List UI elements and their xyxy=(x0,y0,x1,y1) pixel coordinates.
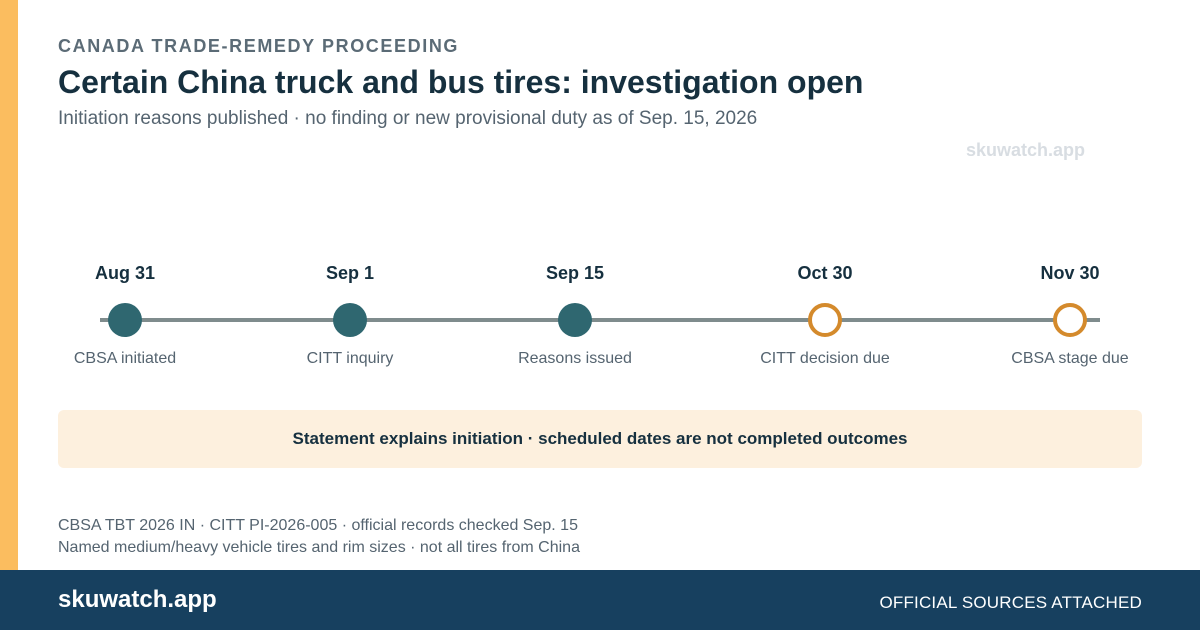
footer-brand: skuwatch.app xyxy=(58,586,217,613)
milestone-date: Oct 30 xyxy=(797,263,853,283)
watermark: skuwatch.app xyxy=(966,140,1086,160)
accent-bar xyxy=(0,0,18,570)
eyebrow-label: CANADA TRADE-REMEDY PROCEEDING xyxy=(58,36,460,56)
footer-tagline: OFFICIAL SOURCES ATTACHED xyxy=(879,593,1142,612)
milestone-label: Reasons issued xyxy=(518,350,632,367)
milestone-marker-completed xyxy=(558,303,592,337)
status-notice-text: Statement explains initiation · schedule… xyxy=(292,429,908,448)
page-subtitle: Initiation reasons published · no findin… xyxy=(58,108,758,129)
timeline: Aug 31 CBSA initiated Sep 1 CITT inquiry… xyxy=(73,263,1129,367)
milestone-label: CBSA stage due xyxy=(1011,350,1129,367)
milestone-marker-scheduled xyxy=(808,303,842,337)
milestone-date: Aug 31 xyxy=(94,263,155,283)
milestone-date: Nov 30 xyxy=(1040,263,1100,283)
status-notice: Statement explains initiation · schedule… xyxy=(58,410,1142,468)
timeline-line xyxy=(100,318,1100,322)
milestone-date: Sep 15 xyxy=(545,263,605,283)
milestone-marker-scheduled xyxy=(1053,303,1087,337)
milestone-marker-completed xyxy=(108,303,142,337)
footer-bar: skuwatch.app OFFICIAL SOURCES ATTACHED xyxy=(0,570,1200,630)
milestone-date: Sep 1 xyxy=(325,263,375,283)
milestone-label: CITT decision due xyxy=(760,350,890,367)
milestone-label: CITT inquiry xyxy=(306,350,394,367)
page-title: Certain China truck and bus tires: inves… xyxy=(58,64,864,100)
milestone-label: CBSA initiated xyxy=(73,350,177,367)
source-references: CBSA TBT 2026 IN · CITT PI-2026-005 · of… xyxy=(58,517,578,534)
scope-note: Named medium/heavy vehicle tires and rim… xyxy=(58,539,580,556)
milestone-marker-completed xyxy=(333,303,367,337)
